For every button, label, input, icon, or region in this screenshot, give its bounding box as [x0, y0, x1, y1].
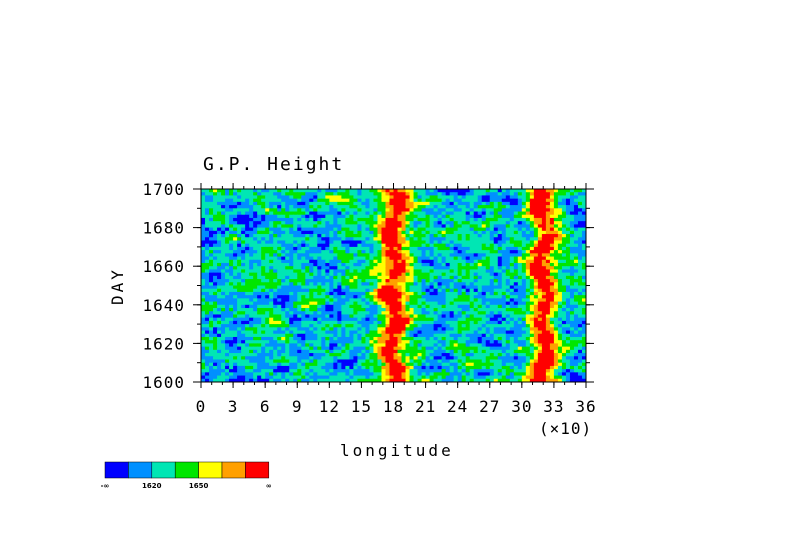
y-tick-label: 1680: [142, 219, 185, 238]
y-axis: 1600 1620 1640 1660 1680 1700: [142, 180, 594, 392]
y-tick-label: 1620: [142, 334, 185, 353]
y-tick-label: 1700: [142, 180, 185, 199]
y-axis-label: DAY: [108, 267, 127, 305]
x-tick-label: 18: [383, 397, 404, 416]
x-tick-label: 15: [351, 397, 372, 416]
y-tick-label: 1660: [142, 257, 185, 276]
x-tick-label: 0: [196, 397, 207, 416]
colorbar-legend: -∞ 1620 1650 ∞: [101, 461, 272, 490]
colorbar-swatch: [151, 461, 176, 479]
x-tick-label: 27: [479, 397, 500, 416]
heatmap-field: [201, 189, 587, 383]
x-tick-label: 12: [319, 397, 340, 416]
x-tick-label: 36: [575, 397, 596, 416]
colorbar-swatch: [104, 461, 129, 479]
chart-title: G.P. Height: [203, 154, 344, 175]
y-tick-label: 1640: [142, 296, 185, 315]
colorbar-label: 1650: [189, 482, 209, 490]
y-tick-label: 1600: [142, 373, 185, 392]
colorbar-label: -∞: [101, 482, 110, 490]
x-tick-label: 33: [543, 397, 564, 416]
colorbar-swatch: [245, 461, 270, 479]
colorbar-swatch: [128, 461, 153, 479]
x-tick-label: 3: [228, 397, 239, 416]
x-multiplier-label: (×10): [539, 419, 592, 438]
x-tick-label: 6: [260, 397, 271, 416]
x-tick-label: 24: [447, 397, 468, 416]
colorbar-swatch: [221, 461, 246, 479]
x-tick-label: 21: [415, 397, 436, 416]
x-tick-label: 9: [292, 397, 303, 416]
x-tick-label: 30: [511, 397, 532, 416]
colorbar-label: 1620: [142, 482, 162, 490]
colorbar-swatch: [174, 461, 199, 479]
x-axis: 0 3 6 9 12 15 18 21 24 27 30 33 36: [196, 183, 596, 416]
colorbar-swatch: [198, 461, 223, 479]
x-axis-label: longitude: [340, 441, 454, 460]
colorbar-label: ∞: [266, 482, 272, 490]
